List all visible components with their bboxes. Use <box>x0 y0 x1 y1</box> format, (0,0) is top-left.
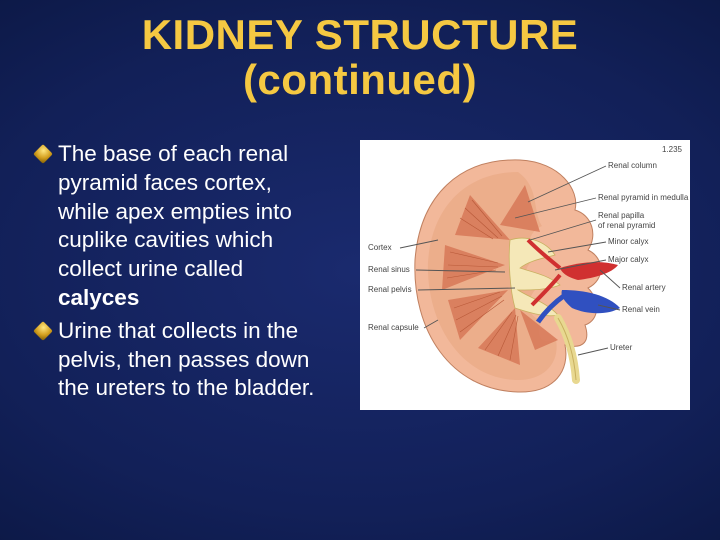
slide: KIDNEY STRUCTURE (continued) The base of… <box>0 0 720 540</box>
title-line-2: (continued) <box>243 56 477 103</box>
bullet-text-pre: The base of each renal pyramid faces cor… <box>58 141 292 281</box>
kidney-diagram: 1.235 Cortex Renal sinus Renal pelvis Re… <box>360 140 690 410</box>
body-text-column: The base of each renal pyramid faces cor… <box>36 140 326 407</box>
diamond-bullet-icon <box>33 321 53 341</box>
label-renal-papilla-1: Renal papilla <box>598 211 645 220</box>
label-renal-pelvis: Renal pelvis <box>368 285 412 294</box>
label-renal-pyramid: Renal pyramid in medulla <box>598 193 689 202</box>
leader-line <box>600 270 620 288</box>
label-renal-sinus: Renal sinus <box>368 265 410 274</box>
label-ureter: Ureter <box>610 343 633 352</box>
bullet-text-pre: Urine that collects in the pelvis, then … <box>58 318 314 401</box>
title-line-1: KIDNEY STRUCTURE <box>142 11 579 58</box>
label-minor-calyx: Minor calyx <box>608 237 648 246</box>
label-renal-papilla-2: of renal pyramid <box>598 221 655 230</box>
bullet-item: The base of each renal pyramid faces cor… <box>36 140 326 313</box>
bullet-item: Urine that collects in the pelvis, then … <box>36 317 326 403</box>
leader-line <box>578 348 608 355</box>
bullet-text: Urine that collects in the pelvis, then … <box>58 317 326 403</box>
diamond-bullet-icon <box>33 144 53 164</box>
label-renal-vein: Renal vein <box>622 305 660 314</box>
label-renal-capsule: Renal capsule <box>368 323 419 332</box>
label-cortex: Cortex <box>368 243 392 252</box>
label-renal-column: Renal column <box>608 161 657 170</box>
slide-title: KIDNEY STRUCTURE (continued) <box>0 12 720 103</box>
bullet-text-bold: calyces <box>58 285 139 310</box>
label-renal-artery: Renal artery <box>622 283 666 292</box>
diagram-number: 1.235 <box>662 145 683 154</box>
kidney-svg: 1.235 Cortex Renal sinus Renal pelvis Re… <box>360 140 690 410</box>
label-major-calyx: Major calyx <box>608 255 648 264</box>
bullet-text: The base of each renal pyramid faces cor… <box>58 140 326 313</box>
